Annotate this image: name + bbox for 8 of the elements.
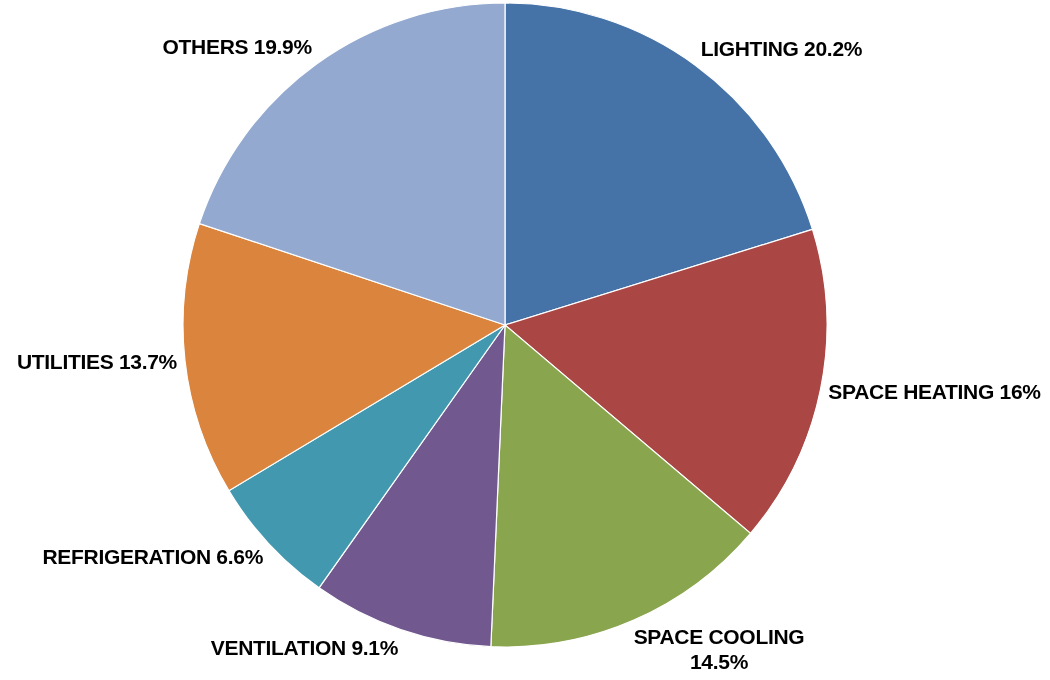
slice-label: UTILITIES 13.7% [16, 349, 178, 373]
slice-label: VENTILATION 9.1% [210, 635, 399, 659]
slice-label: SPACE HEATING 16% [828, 380, 1042, 404]
data-label: 14.5% [689, 650, 749, 674]
slice-label: OTHERS 19.9% [162, 34, 313, 58]
slice-label: LIGHTING 20.2% [700, 36, 863, 60]
slice-label: SPACE COOLING [633, 625, 805, 649]
slice-label: REFRIGERATION 6.6% [42, 544, 264, 568]
